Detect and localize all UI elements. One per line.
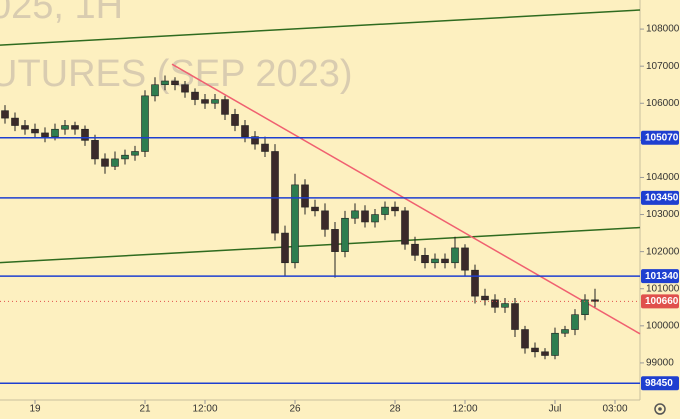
x-tick-label: 12:00 xyxy=(452,404,477,415)
candle-body xyxy=(511,303,519,330)
candle-body xyxy=(531,347,539,353)
candle-body xyxy=(251,136,259,145)
candle-body xyxy=(261,143,269,152)
y-tick-label: 101000 xyxy=(646,283,680,294)
candle-body xyxy=(571,314,579,330)
candle-body xyxy=(461,247,469,271)
level-label-box xyxy=(641,130,679,145)
candle-body xyxy=(291,184,299,264)
candle-body xyxy=(91,140,99,160)
candle-body xyxy=(331,229,339,252)
level-label: 101340 xyxy=(645,271,679,282)
candle-body xyxy=(131,151,139,156)
x-tick-label: 26 xyxy=(289,404,301,415)
candle-body xyxy=(141,95,149,152)
candle-body xyxy=(101,158,109,167)
y-tick-label: 103000 xyxy=(646,209,680,220)
level-label-box xyxy=(641,269,679,284)
candle-body xyxy=(431,258,439,264)
candle-body xyxy=(591,299,599,302)
x-tick-label: 12:00 xyxy=(192,404,217,415)
candle-body xyxy=(411,243,419,256)
candle-body xyxy=(521,329,529,349)
candle-body xyxy=(71,125,79,130)
candle-body xyxy=(1,110,9,119)
candle-body xyxy=(161,80,169,86)
candle-body xyxy=(221,99,229,115)
x-tick-label: 21 xyxy=(139,404,151,415)
x-tick-label: 28 xyxy=(389,404,401,415)
x-tick-label: 19 xyxy=(29,404,41,415)
candle-body xyxy=(381,206,389,215)
candle-body xyxy=(191,91,199,100)
candle-body xyxy=(581,299,589,315)
candle-body xyxy=(81,128,89,141)
level-label: 105070 xyxy=(645,132,679,143)
candle-body xyxy=(351,210,359,219)
candle-body xyxy=(481,295,489,301)
trend-line xyxy=(0,9,641,46)
candle-body xyxy=(41,132,49,137)
candle-body xyxy=(321,210,329,230)
level-label: 98450 xyxy=(645,378,673,389)
level-label-box xyxy=(641,376,679,391)
candle-body xyxy=(541,351,549,356)
candle-body xyxy=(281,232,289,264)
y-tick-label: 108000 xyxy=(646,24,680,35)
last-price-box xyxy=(641,294,679,309)
candle-body xyxy=(11,117,19,126)
candle-body xyxy=(561,329,569,334)
candle-body xyxy=(361,210,369,223)
candle-body xyxy=(491,299,499,308)
candle-body xyxy=(111,158,119,167)
x-tick-label: Jul xyxy=(549,404,562,415)
candle-body xyxy=(401,210,409,245)
candle-body xyxy=(371,214,379,223)
candle-body xyxy=(61,125,69,130)
candle-body xyxy=(551,332,559,356)
candle-body xyxy=(451,247,459,264)
candle-body xyxy=(501,303,509,308)
trend-line xyxy=(171,63,641,335)
settings-icon[interactable] xyxy=(654,403,666,415)
candle-body xyxy=(201,99,209,104)
candle-body xyxy=(301,184,309,208)
candle-body xyxy=(391,206,399,212)
candle-body xyxy=(441,258,449,264)
level-label: 103450 xyxy=(645,192,679,203)
y-tick-label: 100000 xyxy=(646,320,680,331)
candle-body xyxy=(211,99,219,104)
y-tick-label: 99000 xyxy=(646,358,674,369)
last-price-label: 100660 xyxy=(645,296,679,307)
candle-body xyxy=(311,206,319,212)
candle-body xyxy=(171,80,179,86)
level-label-box xyxy=(641,190,679,205)
candle-body xyxy=(21,125,29,130)
y-tick-label: 102000 xyxy=(646,246,680,257)
watermark: 025, 1H xyxy=(0,0,123,27)
x-tick-label: 03:00 xyxy=(602,404,627,415)
watermark: UTURES (SEP 2023) xyxy=(0,53,353,95)
candle-body xyxy=(51,128,59,137)
candle-body xyxy=(121,154,129,160)
candle-body xyxy=(241,125,249,137)
candle-body xyxy=(231,114,239,126)
candle-body xyxy=(151,84,159,97)
y-tick-label: 107000 xyxy=(646,61,680,72)
candle-body xyxy=(341,217,349,252)
candle-body xyxy=(31,128,39,134)
y-tick-label: 106000 xyxy=(646,98,680,109)
candle-body xyxy=(181,84,189,93)
y-tick-label: 104000 xyxy=(646,172,680,183)
candle-body xyxy=(421,255,429,264)
trend-line xyxy=(0,226,641,264)
candle-body xyxy=(271,151,279,234)
candle-body xyxy=(471,269,479,297)
